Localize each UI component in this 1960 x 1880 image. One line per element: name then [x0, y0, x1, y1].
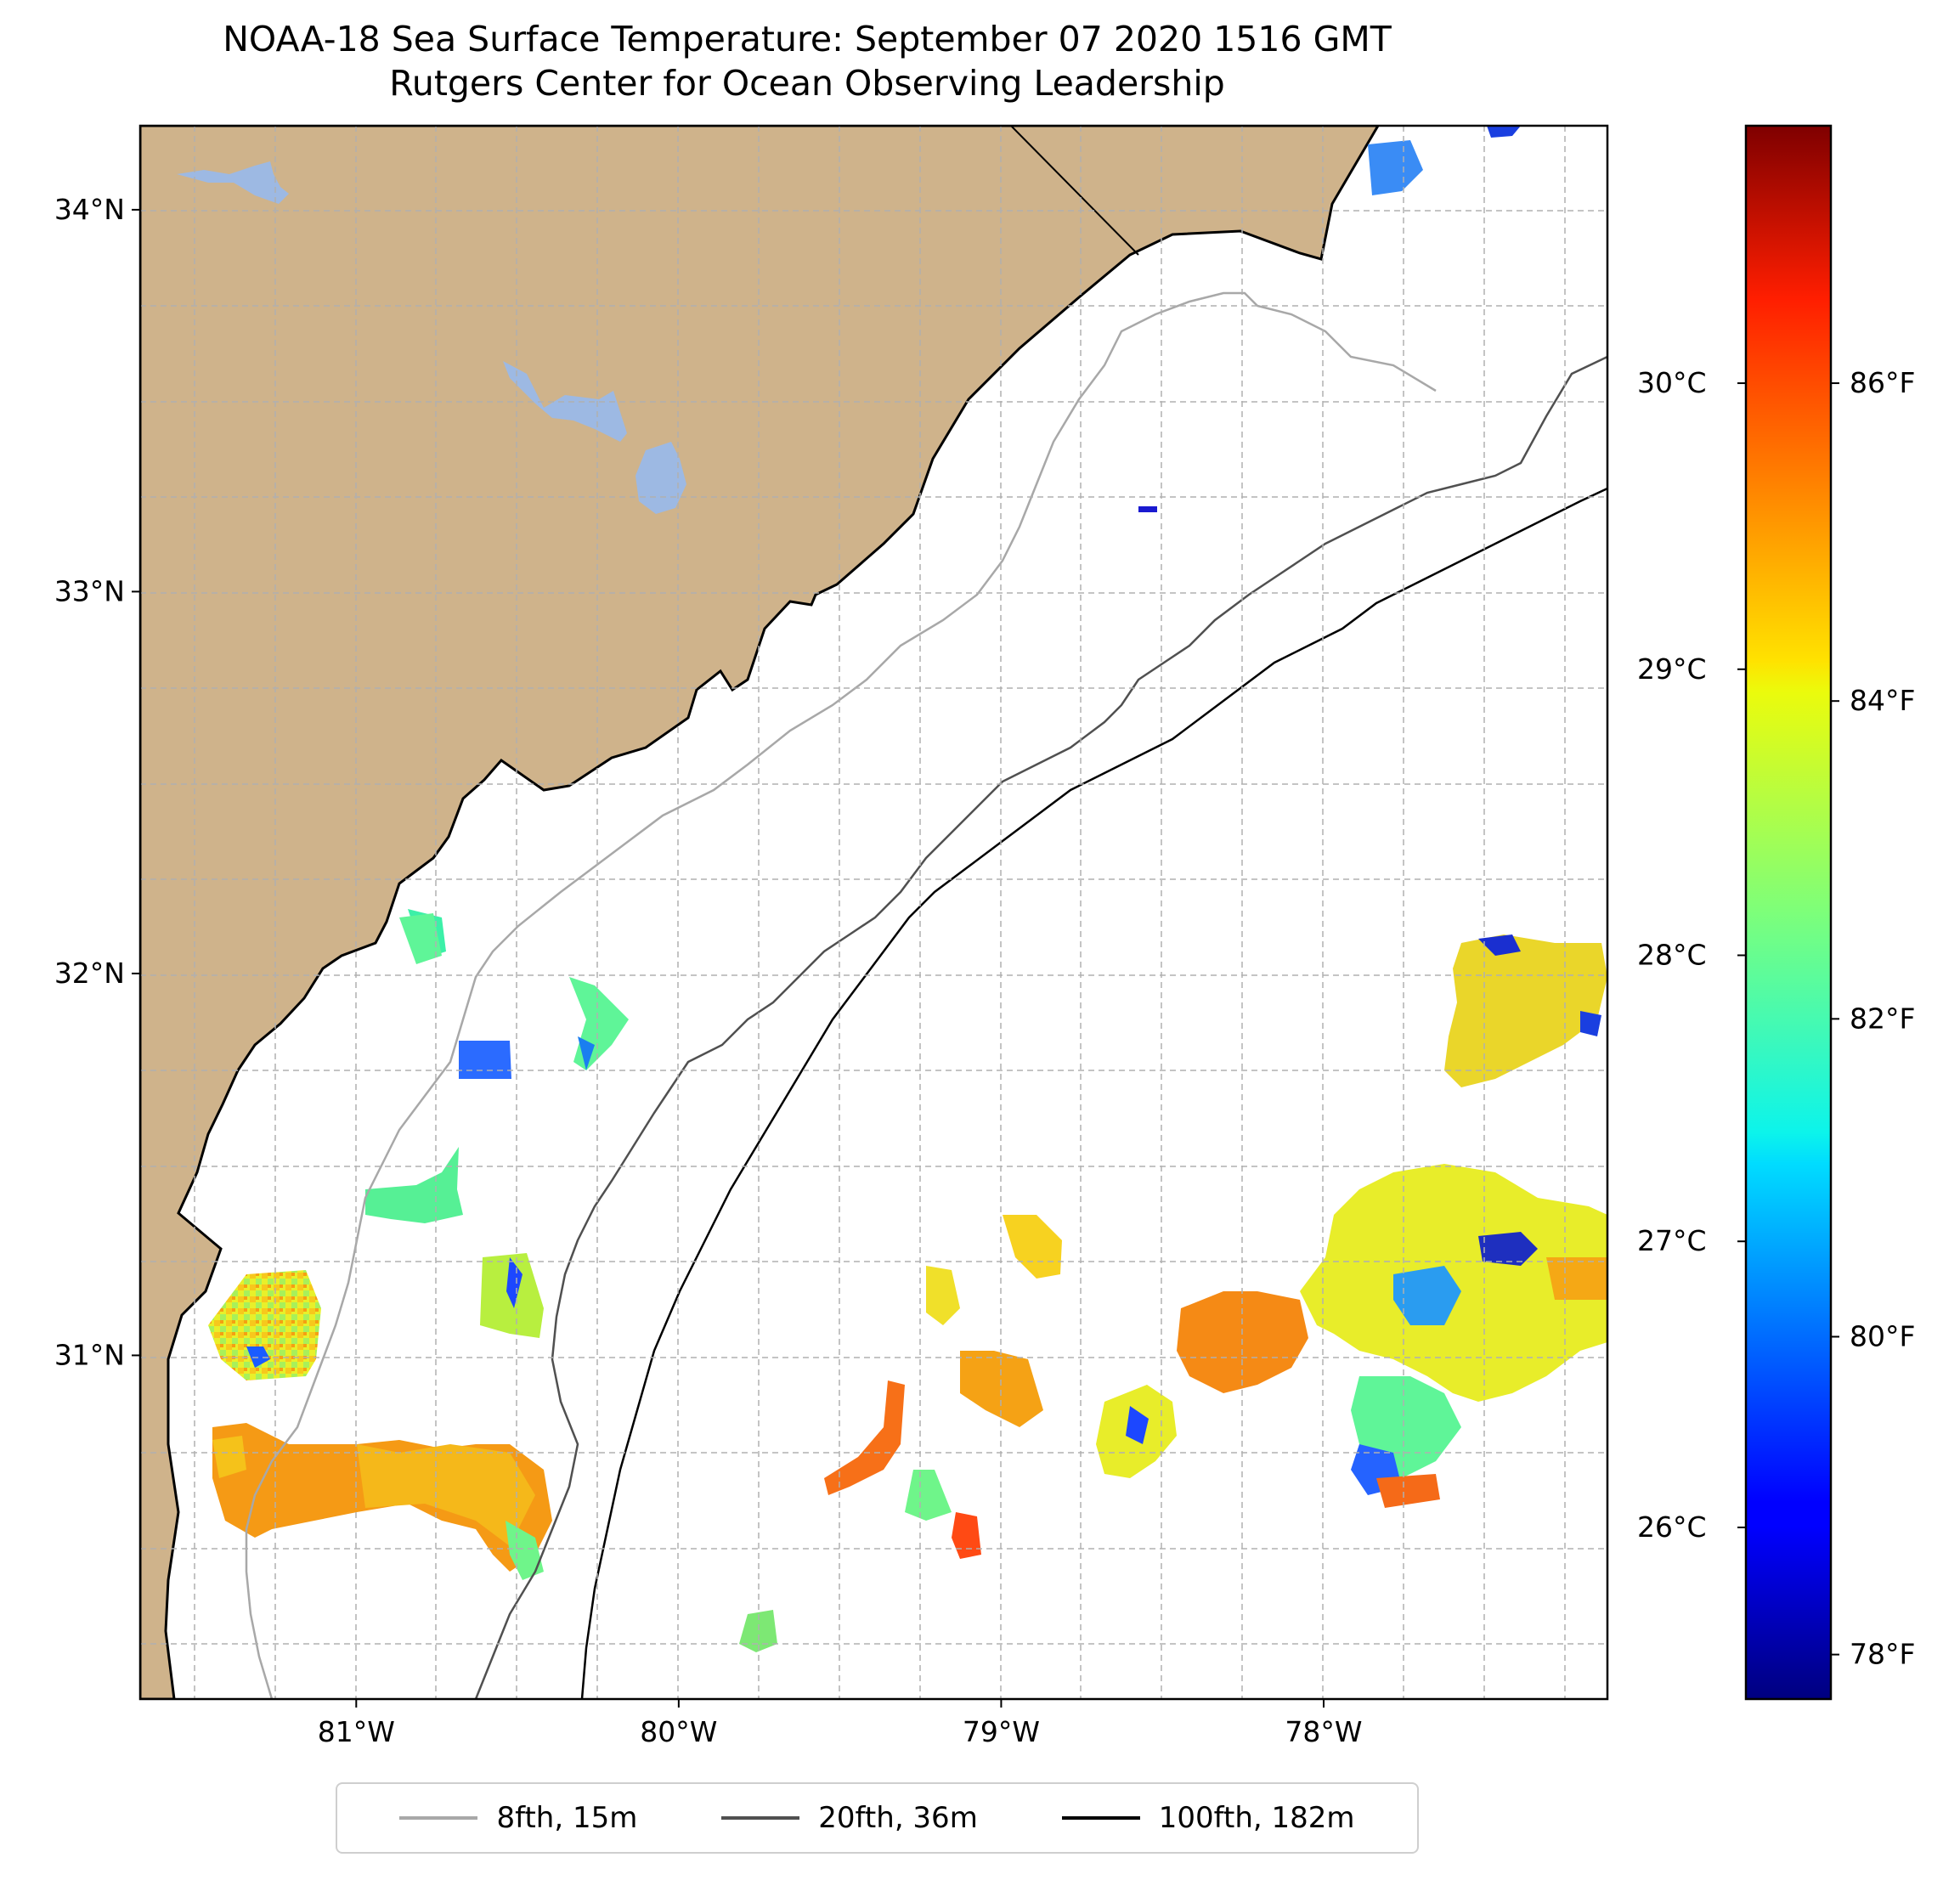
lake-north: [177, 161, 289, 204]
fahrenheit-tick-label: 84°F: [1850, 684, 1915, 717]
map-frame: [138, 124, 1609, 1701]
lon-tick-label: 79°W: [963, 1715, 1040, 1748]
lat-axis: 31°N 32°N 33°N 34°N: [54, 193, 140, 1371]
lon-tick-label: 81°W: [318, 1715, 395, 1748]
legend: 8fth, 15m 20fth, 36m 100fth, 182m: [336, 1782, 1419, 1854]
isobath-20fth: [474, 355, 1607, 1699]
legend-line-swatch: [721, 1816, 800, 1820]
isobath-100fth: [580, 487, 1607, 1699]
lake-moultrie: [635, 442, 686, 514]
lon-tick-label: 80°W: [640, 1715, 717, 1748]
lat-tick-label: 34°N: [54, 193, 125, 226]
lon-axis: 81°W 80°W 79°W 78°W: [318, 1699, 1363, 1748]
land-area: [140, 126, 1380, 1699]
legend-label: 8fth, 15m: [496, 1801, 638, 1835]
legend-label: 100fth, 182m: [1158, 1801, 1355, 1835]
celsius-tick-label: 27°C: [1637, 1224, 1707, 1257]
legend-line-swatch: [399, 1816, 478, 1820]
gridlines: [140, 126, 1607, 1699]
colorbar: [1744, 124, 1833, 1701]
celsius-tick-label: 26°C: [1637, 1510, 1707, 1544]
lon-tick-label: 78°W: [1285, 1715, 1362, 1748]
celsius-tick-label: 29°C: [1637, 652, 1707, 686]
fahrenheit-tick-label: 86°F: [1850, 366, 1915, 399]
celsius-tick-label: 30°C: [1637, 366, 1707, 399]
title-line-2: Rutgers Center for Ocean Observing Leade…: [389, 63, 1225, 104]
legend-entry: 100fth, 182m: [1061, 1801, 1355, 1835]
lat-tick-label: 31°N: [54, 1338, 125, 1371]
colorbar-celsius-axis: 26°C 27°C 28°C 29°C 30°C: [1637, 366, 1746, 1544]
celsius-tick-label: 28°C: [1637, 939, 1707, 972]
state-border: [1010, 126, 1139, 256]
title-line-1: NOAA-18 Sea Surface Temperature: Septemb…: [223, 19, 1392, 59]
colorbar-fahrenheit-axis: 78°F 80°F 82°F 84°F 86°F: [1831, 366, 1915, 1671]
isobath-8fth: [245, 291, 1437, 1699]
legend-entry: 8fth, 15m: [399, 1801, 637, 1835]
legend-label: 20fth, 36m: [818, 1801, 978, 1835]
fahrenheit-tick-label: 82°F: [1850, 1002, 1915, 1035]
lat-tick-label: 33°N: [54, 574, 125, 607]
lat-tick-label: 32°N: [54, 957, 125, 990]
legend-line-swatch: [1061, 1816, 1140, 1820]
fahrenheit-tick-label: 78°F: [1850, 1638, 1915, 1671]
fahrenheit-tick-label: 80°F: [1850, 1319, 1915, 1352]
legend-entry: 20fth, 36m: [721, 1801, 978, 1835]
chart-title: NOAA-18 Sea Surface Temperature: Septemb…: [0, 17, 1614, 105]
lake-marion: [503, 361, 627, 442]
